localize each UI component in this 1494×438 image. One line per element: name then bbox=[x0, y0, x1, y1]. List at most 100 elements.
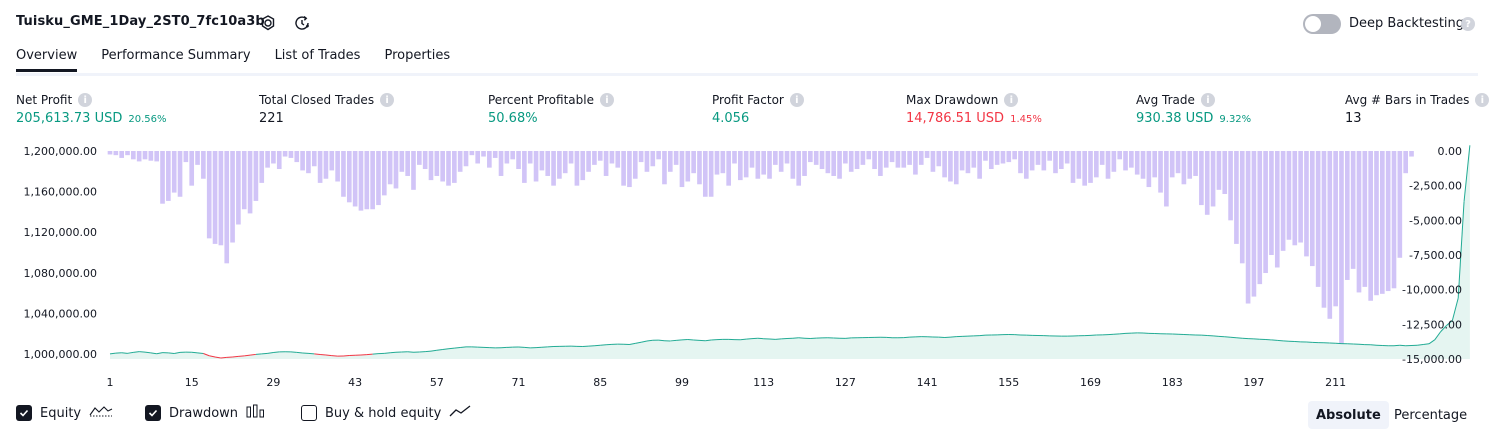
equity-line-segment bbox=[144, 351, 151, 354]
drawdown-bar bbox=[697, 151, 702, 185]
strategy-title: Tuisku_GME_1Day_2ST0_7fc10a3b bbox=[16, 14, 265, 29]
info-icon[interactable]: i bbox=[599, 93, 614, 107]
x-axis-tick: 113 bbox=[753, 376, 774, 389]
drawdown-bar bbox=[265, 151, 270, 168]
deep-backtesting-toggle[interactable] bbox=[1303, 14, 1341, 34]
drawdown-bar bbox=[918, 151, 924, 165]
drawdown-bar bbox=[1245, 151, 1251, 304]
drawdown-bar bbox=[977, 151, 982, 179]
drawdown-bar bbox=[802, 151, 807, 176]
right-axis-tick: -12,500.00 bbox=[1402, 318, 1462, 331]
drawdown-bar bbox=[241, 151, 247, 210]
tab-bar: Overview Performance Summary List of Tra… bbox=[16, 48, 450, 72]
info-icon[interactable]: i bbox=[78, 93, 93, 107]
right-axis-tick: -7,500.00 bbox=[1409, 249, 1462, 262]
info-icon[interactable]: i bbox=[380, 93, 395, 107]
left-axis-tick: 1,160,000.00 bbox=[24, 186, 97, 199]
drawdown-bar bbox=[113, 151, 119, 156]
equity-line-segment bbox=[232, 355, 239, 358]
drawdown-bar bbox=[364, 151, 370, 210]
stat-avg-trade: Avg Trade i 930.38 USD 9.32% bbox=[1136, 93, 1251, 126]
info-icon[interactable]: i bbox=[789, 93, 804, 107]
equity-drawdown-chart[interactable]: 1,200,000.00 1,160,000.00 1,120,000.00 1,08… bbox=[0, 140, 1494, 400]
equity-line-segment bbox=[1451, 297, 1459, 321]
equity-line-segment bbox=[740, 338, 747, 341]
legend-drawdown[interactable]: Drawdown bbox=[145, 404, 266, 422]
x-axis-tick: 71 bbox=[512, 376, 526, 389]
equity-line-segment bbox=[168, 352, 175, 355]
drawdown-bar bbox=[644, 151, 650, 172]
drawdown-bar bbox=[440, 151, 445, 182]
drawdown-bar bbox=[1380, 151, 1385, 294]
tab-performance-summary[interactable]: Performance Summary bbox=[101, 48, 251, 63]
drawdown-bar bbox=[498, 151, 504, 176]
equity-line-segment bbox=[705, 339, 712, 342]
legend-equity[interactable]: Equity bbox=[16, 404, 113, 422]
drawdown-bar bbox=[1111, 151, 1117, 172]
stat-value: 50.68% bbox=[488, 111, 538, 126]
drawdown-bar bbox=[562, 151, 568, 174]
drawdown-bar bbox=[650, 151, 656, 167]
drawdown-bar bbox=[1251, 151, 1257, 297]
info-icon[interactable]: i bbox=[1200, 93, 1215, 107]
drawdown-bar bbox=[685, 151, 691, 182]
drawdown-bar bbox=[1018, 151, 1023, 174]
equity-line-segment bbox=[133, 351, 140, 353]
tab-properties[interactable]: Properties bbox=[384, 48, 451, 63]
stat-max-drawdown: Max Drawdown i 14,786.51 USD 1.45% bbox=[906, 93, 1042, 126]
drawdown-bar bbox=[831, 151, 837, 176]
equity-line-segment bbox=[1213, 335, 1219, 337]
drawdown-bar bbox=[609, 151, 615, 164]
equity-line-segment bbox=[1224, 336, 1231, 338]
left-axis-tick: 1,000,000.00 bbox=[24, 348, 97, 361]
drawdown-checkbox[interactable] bbox=[145, 405, 161, 421]
drawdown-bar bbox=[551, 151, 556, 186]
drawdown-bar bbox=[843, 151, 848, 164]
stat-percent-profitable: Percent Profitable i 50.68% bbox=[488, 93, 614, 126]
x-axis-tick: 155 bbox=[998, 376, 1019, 389]
drawdown-bar bbox=[983, 151, 988, 161]
drawdown-bar bbox=[627, 151, 632, 188]
equity-line-segment bbox=[273, 351, 280, 354]
settings-icon[interactable] bbox=[258, 13, 278, 33]
equity-line-segment bbox=[460, 346, 467, 349]
drawdown-bar bbox=[825, 151, 831, 174]
help-icon[interactable]: ? bbox=[1461, 17, 1475, 31]
x-axis-tick: 211 bbox=[1325, 376, 1346, 389]
absolute-button[interactable]: Absolute bbox=[1308, 401, 1389, 429]
drawdown-bar bbox=[953, 151, 959, 185]
left-axis-tick: 1,080,000.00 bbox=[24, 267, 97, 280]
drawdown-bar bbox=[755, 151, 761, 179]
refresh-icon[interactable] bbox=[292, 13, 312, 33]
drawdown-bar bbox=[808, 151, 813, 163]
drawdown-bar bbox=[481, 151, 486, 157]
drawdown-bar bbox=[959, 151, 965, 171]
drawdown-bar bbox=[1292, 151, 1298, 246]
equity-line-segment bbox=[366, 353, 373, 356]
left-axis-tick: 1,040,000.00 bbox=[24, 307, 97, 320]
drawdown-bar bbox=[381, 151, 387, 196]
drawdown-bar bbox=[311, 151, 317, 167]
info-icon[interactable]: i bbox=[1004, 93, 1019, 107]
tab-overview[interactable]: Overview bbox=[16, 48, 78, 72]
legend-buy-hold[interactable]: Buy & hold equity bbox=[301, 404, 471, 422]
drawdown-bar bbox=[1368, 151, 1373, 301]
drawdown-bar bbox=[300, 151, 305, 171]
tab-list-of-trades[interactable]: List of Trades bbox=[274, 48, 361, 63]
drawdown-bar bbox=[346, 151, 352, 203]
equity-line-segment bbox=[1399, 344, 1406, 347]
equity-line-segment bbox=[308, 352, 315, 355]
drawdown-bar bbox=[691, 151, 696, 174]
drawdown-bar bbox=[1129, 151, 1134, 168]
drawdown-bar bbox=[878, 151, 883, 176]
drawdown-bar bbox=[171, 151, 177, 193]
drawdown-bar bbox=[790, 151, 796, 179]
info-icon[interactable]: i bbox=[1475, 93, 1490, 107]
buy-hold-checkbox[interactable] bbox=[301, 405, 317, 421]
drawdown-bar bbox=[1239, 151, 1245, 264]
equity-checkbox[interactable] bbox=[16, 405, 32, 421]
drawdown-bar bbox=[702, 151, 708, 197]
percentage-button[interactable]: Percentage bbox=[1394, 407, 1468, 423]
drawdown-bar bbox=[125, 151, 130, 156]
stat-percent: 20.56% bbox=[128, 114, 167, 125]
